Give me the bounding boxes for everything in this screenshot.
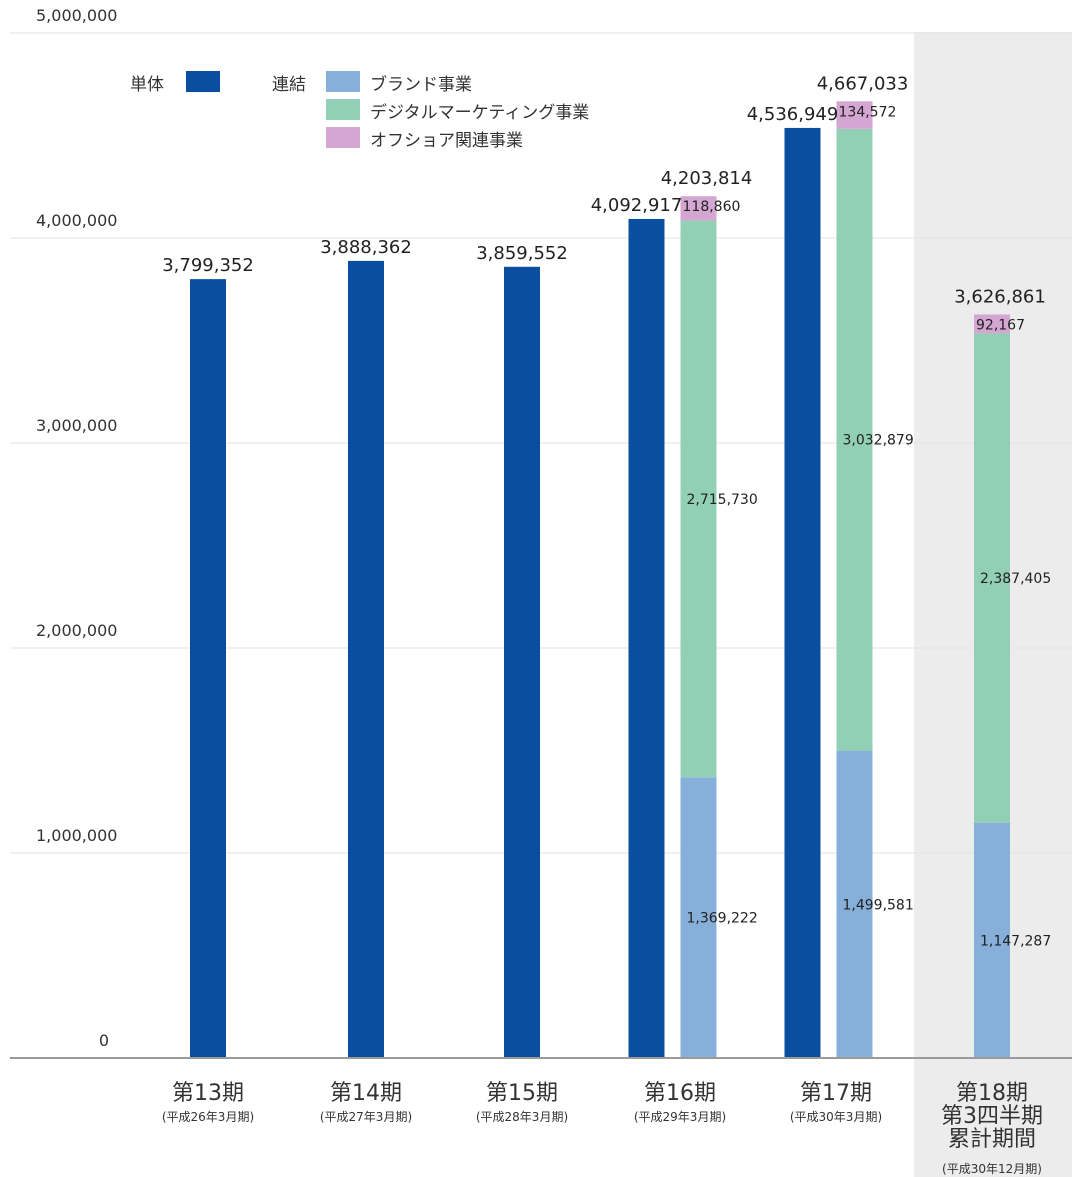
bars — [190, 101, 1010, 1059]
offshore-value-label: 118,860 — [683, 199, 741, 215]
y-tick-label: 3,000,000 — [36, 416, 117, 435]
x-category-sublabel: (平成30年12月期) — [942, 1162, 1042, 1176]
x-category-label: 第15期 — [486, 1081, 558, 1106]
x-category-label: 第13期 — [172, 1081, 244, 1106]
brand-segment — [680, 777, 717, 1058]
gridlines — [10, 32, 1072, 854]
y-tick-label: 2,000,000 — [36, 621, 117, 640]
consolidated-total-label: 4,203,814 — [661, 168, 753, 189]
legend-brand-label: ブランド事業 — [370, 74, 472, 95]
brand-segment — [974, 822, 1010, 1058]
y-tick-label: 5,000,000 — [36, 6, 117, 25]
brand-value-label: 1,147,287 — [980, 933, 1051, 949]
digital-segment — [974, 333, 1010, 823]
legend-consolidated-label: 連結 — [272, 75, 306, 95]
data-labels: 3,799,352 3,888,362 3,859,552 4,092,917 4,53… — [162, 73, 1051, 949]
x-category-label: 第16期 — [644, 1081, 716, 1106]
legend-digital-label: デジタルマーケティング事業 — [370, 102, 589, 123]
consolidated-total-label: 3,626,861 — [954, 286, 1046, 307]
standalone-bar — [504, 266, 540, 1058]
x-category-sublabel: (平成29年3月期) — [634, 1110, 726, 1124]
x-category-label: 第17期 — [800, 1081, 872, 1106]
brand-value-label: 1,369,222 — [687, 911, 758, 927]
digital-value-label: 3,032,879 — [843, 433, 914, 449]
x-category-sublabel: (平成30年3月期) — [790, 1110, 882, 1124]
legend-brand-swatch — [326, 71, 360, 92]
x-category-label: 累計期間 — [948, 1127, 1036, 1152]
brand-value-label: 1,499,581 — [843, 897, 914, 913]
standalone-bar — [784, 127, 821, 1058]
x-category-sublabel: (平成28年3月期) — [476, 1110, 568, 1124]
axes: 0 1,000,000 2,000,000 3,000,000 4,000,000 5,0… — [10, 6, 1072, 1176]
legend-standalone-swatch — [186, 71, 220, 92]
standalone-value-label: 3,888,362 — [320, 237, 412, 258]
y-tick-label: 0 — [99, 1031, 109, 1050]
brand-segment — [836, 750, 873, 1058]
x-category-label: 第18期 — [956, 1081, 1028, 1106]
standalone-value-label: 4,092,917 — [591, 195, 683, 216]
legend-offshore-swatch — [326, 127, 360, 148]
digital-segment — [680, 220, 717, 778]
y-tick-label: 4,000,000 — [36, 211, 117, 230]
x-category-label: 第3四半期 — [941, 1104, 1043, 1129]
offshore-value-label: 134,572 — [839, 104, 897, 120]
offshore-segment — [680, 196, 717, 221]
legend: 単体 連結 ブランド事業 デジタルマーケティング事業 オフショア関連事業 — [130, 71, 589, 151]
offshore-segment — [836, 101, 873, 129]
standalone-value-label: 3,859,552 — [476, 243, 568, 264]
legend-digital-swatch — [326, 99, 360, 120]
legend-offshore-label: オフショア関連事業 — [370, 131, 523, 151]
digital-value-label: 2,387,405 — [980, 571, 1051, 587]
standalone-bar — [190, 279, 226, 1059]
standalone-value-label: 3,799,352 — [162, 255, 254, 276]
x-category-sublabel: (平成26年3月期) — [162, 1110, 254, 1124]
y-tick-label: 1,000,000 — [36, 826, 117, 845]
digital-segment — [836, 128, 873, 751]
consolidated-total-label: 4,667,033 — [817, 73, 909, 94]
standalone-value-label: 4,536,949 — [747, 104, 839, 125]
standalone-bar — [348, 260, 384, 1058]
digital-value-label: 2,715,730 — [687, 492, 758, 508]
x-category-sublabel: (平成27年3月期) — [320, 1110, 412, 1124]
x-category-label: 第14期 — [330, 1081, 402, 1106]
offshore-segment — [974, 314, 1010, 334]
legend-standalone-label: 単体 — [130, 75, 164, 95]
standalone-bar — [628, 218, 665, 1058]
offshore-value-label: 92,167 — [976, 317, 1025, 333]
